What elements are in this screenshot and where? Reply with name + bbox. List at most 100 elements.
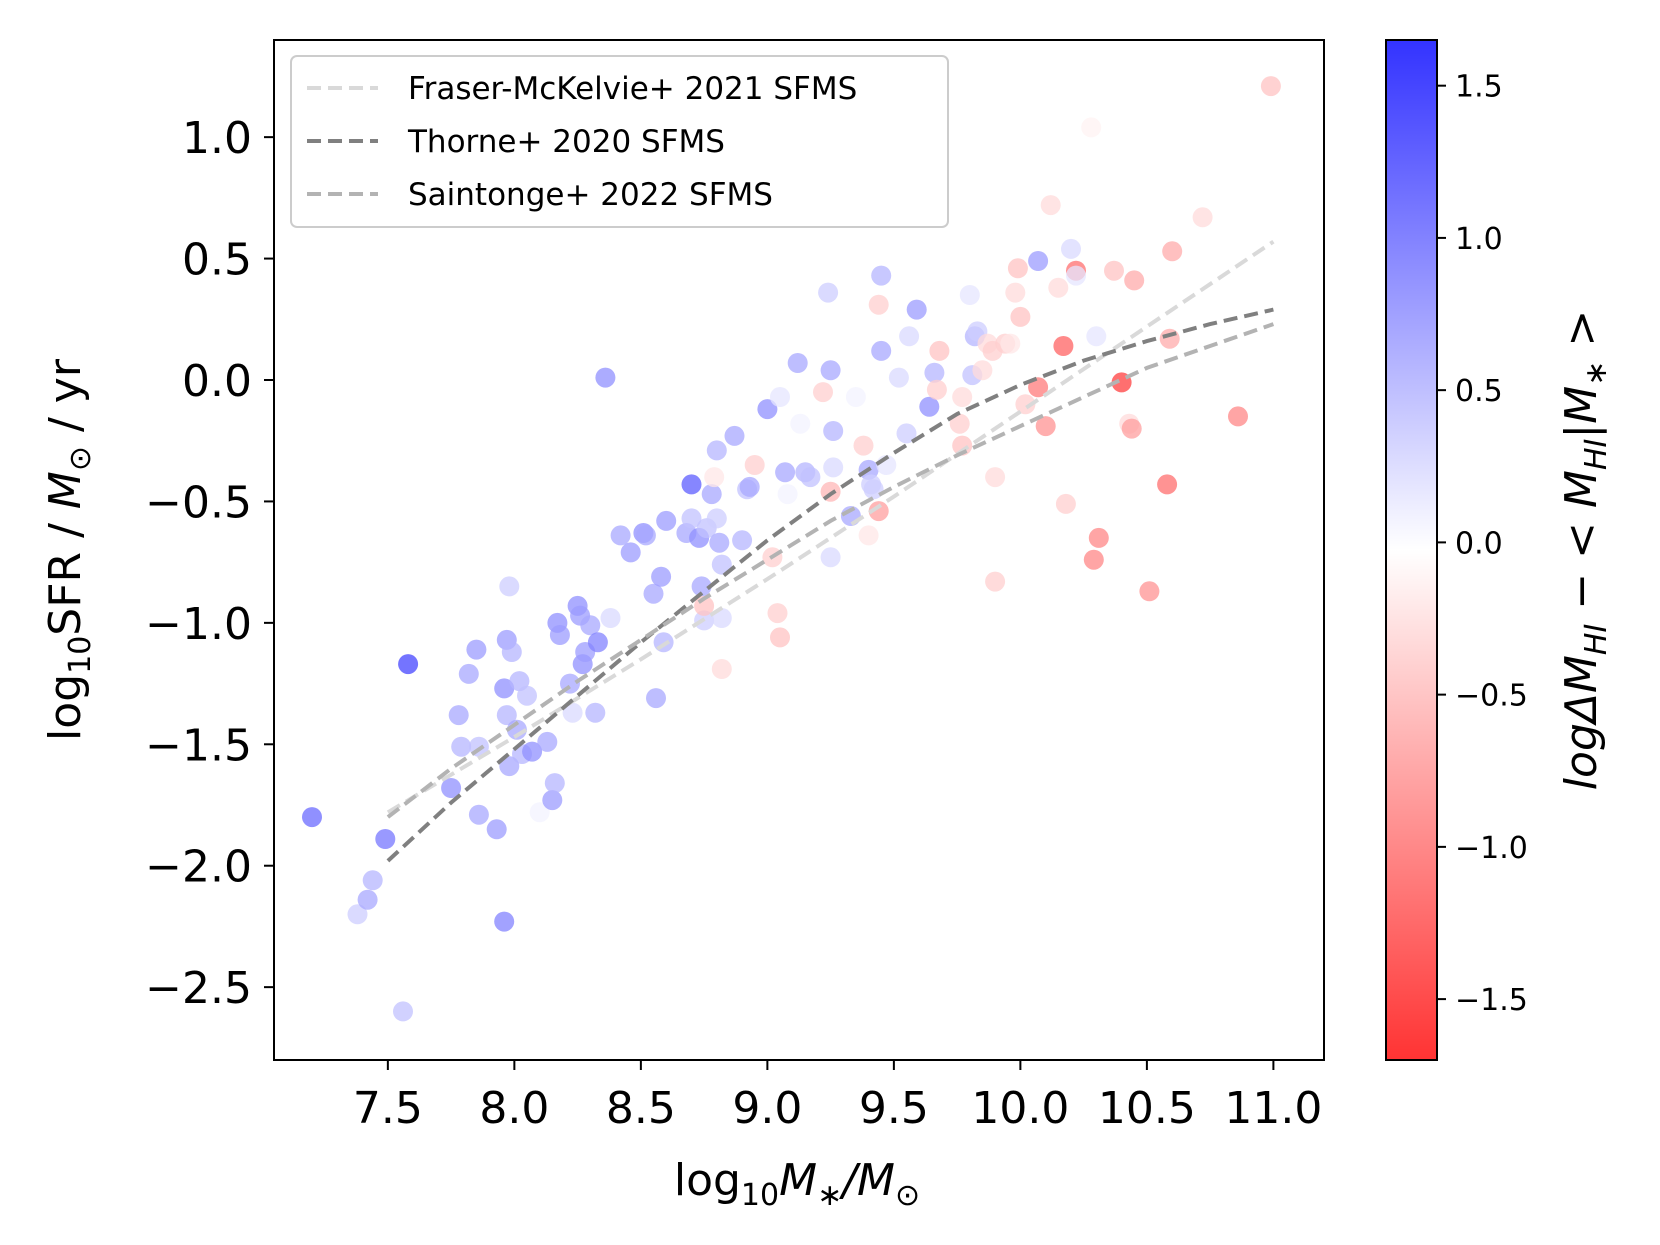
scatter-point-29: [542, 790, 563, 811]
scatter-point-149: [1139, 581, 1160, 602]
scatter-point-155: [1260, 76, 1281, 97]
scatter-point-50: [651, 566, 672, 587]
scatter-point-77: [770, 627, 790, 648]
scatter-point-114: [952, 435, 973, 456]
scatter-point-7: [441, 778, 462, 798]
scatter-point-85: [813, 382, 833, 403]
scatter-point-119: [972, 360, 993, 381]
scatter-point-15: [494, 911, 515, 932]
scatter-point-112: [949, 413, 970, 434]
x-tick-label-0: 7.5: [353, 1083, 423, 1134]
scatter-point-28: [537, 731, 558, 752]
colorbar-tick-label-4: −0.5: [1455, 679, 1528, 714]
scatter-point-128: [1010, 306, 1031, 327]
scatter-point-148: [1124, 270, 1145, 291]
scatter-point-82: [790, 413, 811, 434]
scatter-point-0: [302, 807, 322, 828]
scatter-point-48: [643, 583, 664, 604]
colorbar-tick-label-5: −1.0: [1455, 831, 1528, 866]
scatter-point-129: [1015, 394, 1036, 415]
scatter-point-150: [1157, 474, 1178, 495]
y-tick-label-1: 0.5: [182, 235, 252, 286]
scatter-point-131: [1028, 377, 1049, 398]
scatter-point-147: [1121, 418, 1142, 439]
fraser-mckelvie-sfms-line: [386, 239, 1275, 815]
scatter-point-108: [919, 396, 940, 417]
x-tick-label-1: 8.0: [479, 1083, 549, 1134]
scatter-point-74: [757, 399, 778, 420]
scatter-point-51: [653, 632, 674, 653]
y-tick-label-4: −1.0: [145, 599, 252, 650]
scatter-point-11: [466, 639, 487, 660]
scatter-point-126: [1005, 282, 1026, 303]
legend: Fraser-McKelvie+ 2021 SFMS Thorne+ 2020 …: [290, 55, 949, 228]
scatter-point-8: [448, 705, 469, 726]
scatter-point-2: [357, 889, 378, 910]
scatter-point-4: [375, 829, 396, 849]
scatter-point-69: [724, 425, 745, 446]
scatter-point-44: [610, 525, 631, 546]
scatter-point-13: [468, 804, 489, 825]
scatter-point-105: [896, 423, 917, 444]
scatter-point-43: [600, 608, 621, 628]
scatter-point-72: [739, 476, 760, 497]
scatter-point-54: [681, 474, 702, 495]
scatter-point-34: [562, 702, 583, 723]
scatter-point-63: [706, 440, 727, 461]
scatter-point-57: [691, 576, 712, 597]
x-axis-label: log10M∗/M⊙: [674, 1155, 920, 1213]
scatter-point-144: [1104, 260, 1124, 281]
scatter-point-107: [906, 299, 927, 320]
x-tick-label-2: 8.5: [606, 1083, 676, 1134]
scatter-point-102: [868, 501, 889, 522]
scatter-point-136: [1055, 493, 1076, 514]
scatter-point-133: [1040, 195, 1061, 216]
scatter-point-81: [787, 353, 808, 373]
plot-frame: [273, 39, 1325, 1061]
scatter-point-70: [732, 530, 753, 551]
scatter-point-5: [398, 654, 419, 675]
scatter-point-6: [393, 1001, 413, 1022]
thorne-sfms-line: [386, 307, 1274, 863]
scatter-point-90: [823, 457, 844, 478]
scatter-point-130: [1028, 251, 1049, 271]
colorbar-tick-label-1: 1.0: [1455, 222, 1503, 257]
scatter-point-127: [1007, 258, 1028, 279]
scatter-point-41: [585, 702, 606, 723]
scatter-point-132: [1035, 416, 1056, 437]
scatter-point-55: [681, 508, 702, 529]
legend-label-saintonge: Saintonge+ 2022 SFMS: [408, 177, 773, 213]
scatter-point-87: [820, 360, 841, 381]
scatter-point-100: [871, 265, 892, 286]
scatter-point-113: [952, 387, 973, 407]
scatter-point-97: [858, 525, 879, 546]
scatter-point-109: [924, 362, 945, 383]
scatter-point-76: [767, 603, 788, 624]
scatter-point-42: [595, 367, 616, 388]
scatter-point-21: [499, 756, 520, 777]
scatter-point-125: [1000, 333, 1021, 354]
scatter-point-78: [770, 387, 790, 407]
scatter-point-26: [522, 741, 543, 762]
scatter-point-89: [820, 547, 841, 568]
scatter-point-66: [711, 554, 732, 575]
scatter-point-18: [496, 705, 517, 726]
scatter-point-139: [1066, 265, 1086, 286]
x-tick-label-6: 10.5: [1098, 1083, 1196, 1134]
scatter-point-80: [777, 484, 798, 505]
scatter-point-88: [823, 421, 844, 441]
scatter-point-61: [701, 484, 722, 505]
scatter-point-10: [458, 663, 479, 684]
scatter-point-104: [888, 367, 909, 388]
scatter-point-20: [501, 642, 522, 662]
scatter-point-25: [517, 685, 537, 706]
scatter-point-1: [347, 904, 368, 925]
y-tick-label-6: −2.0: [145, 842, 252, 893]
y-tick-label-3: −0.5: [145, 477, 252, 528]
scatter-point-86: [818, 282, 839, 303]
scatter-point-122: [985, 467, 1006, 488]
scatter-point-39: [580, 615, 601, 636]
scatter-point-101: [871, 340, 892, 361]
scatter-point-106: [899, 326, 920, 347]
